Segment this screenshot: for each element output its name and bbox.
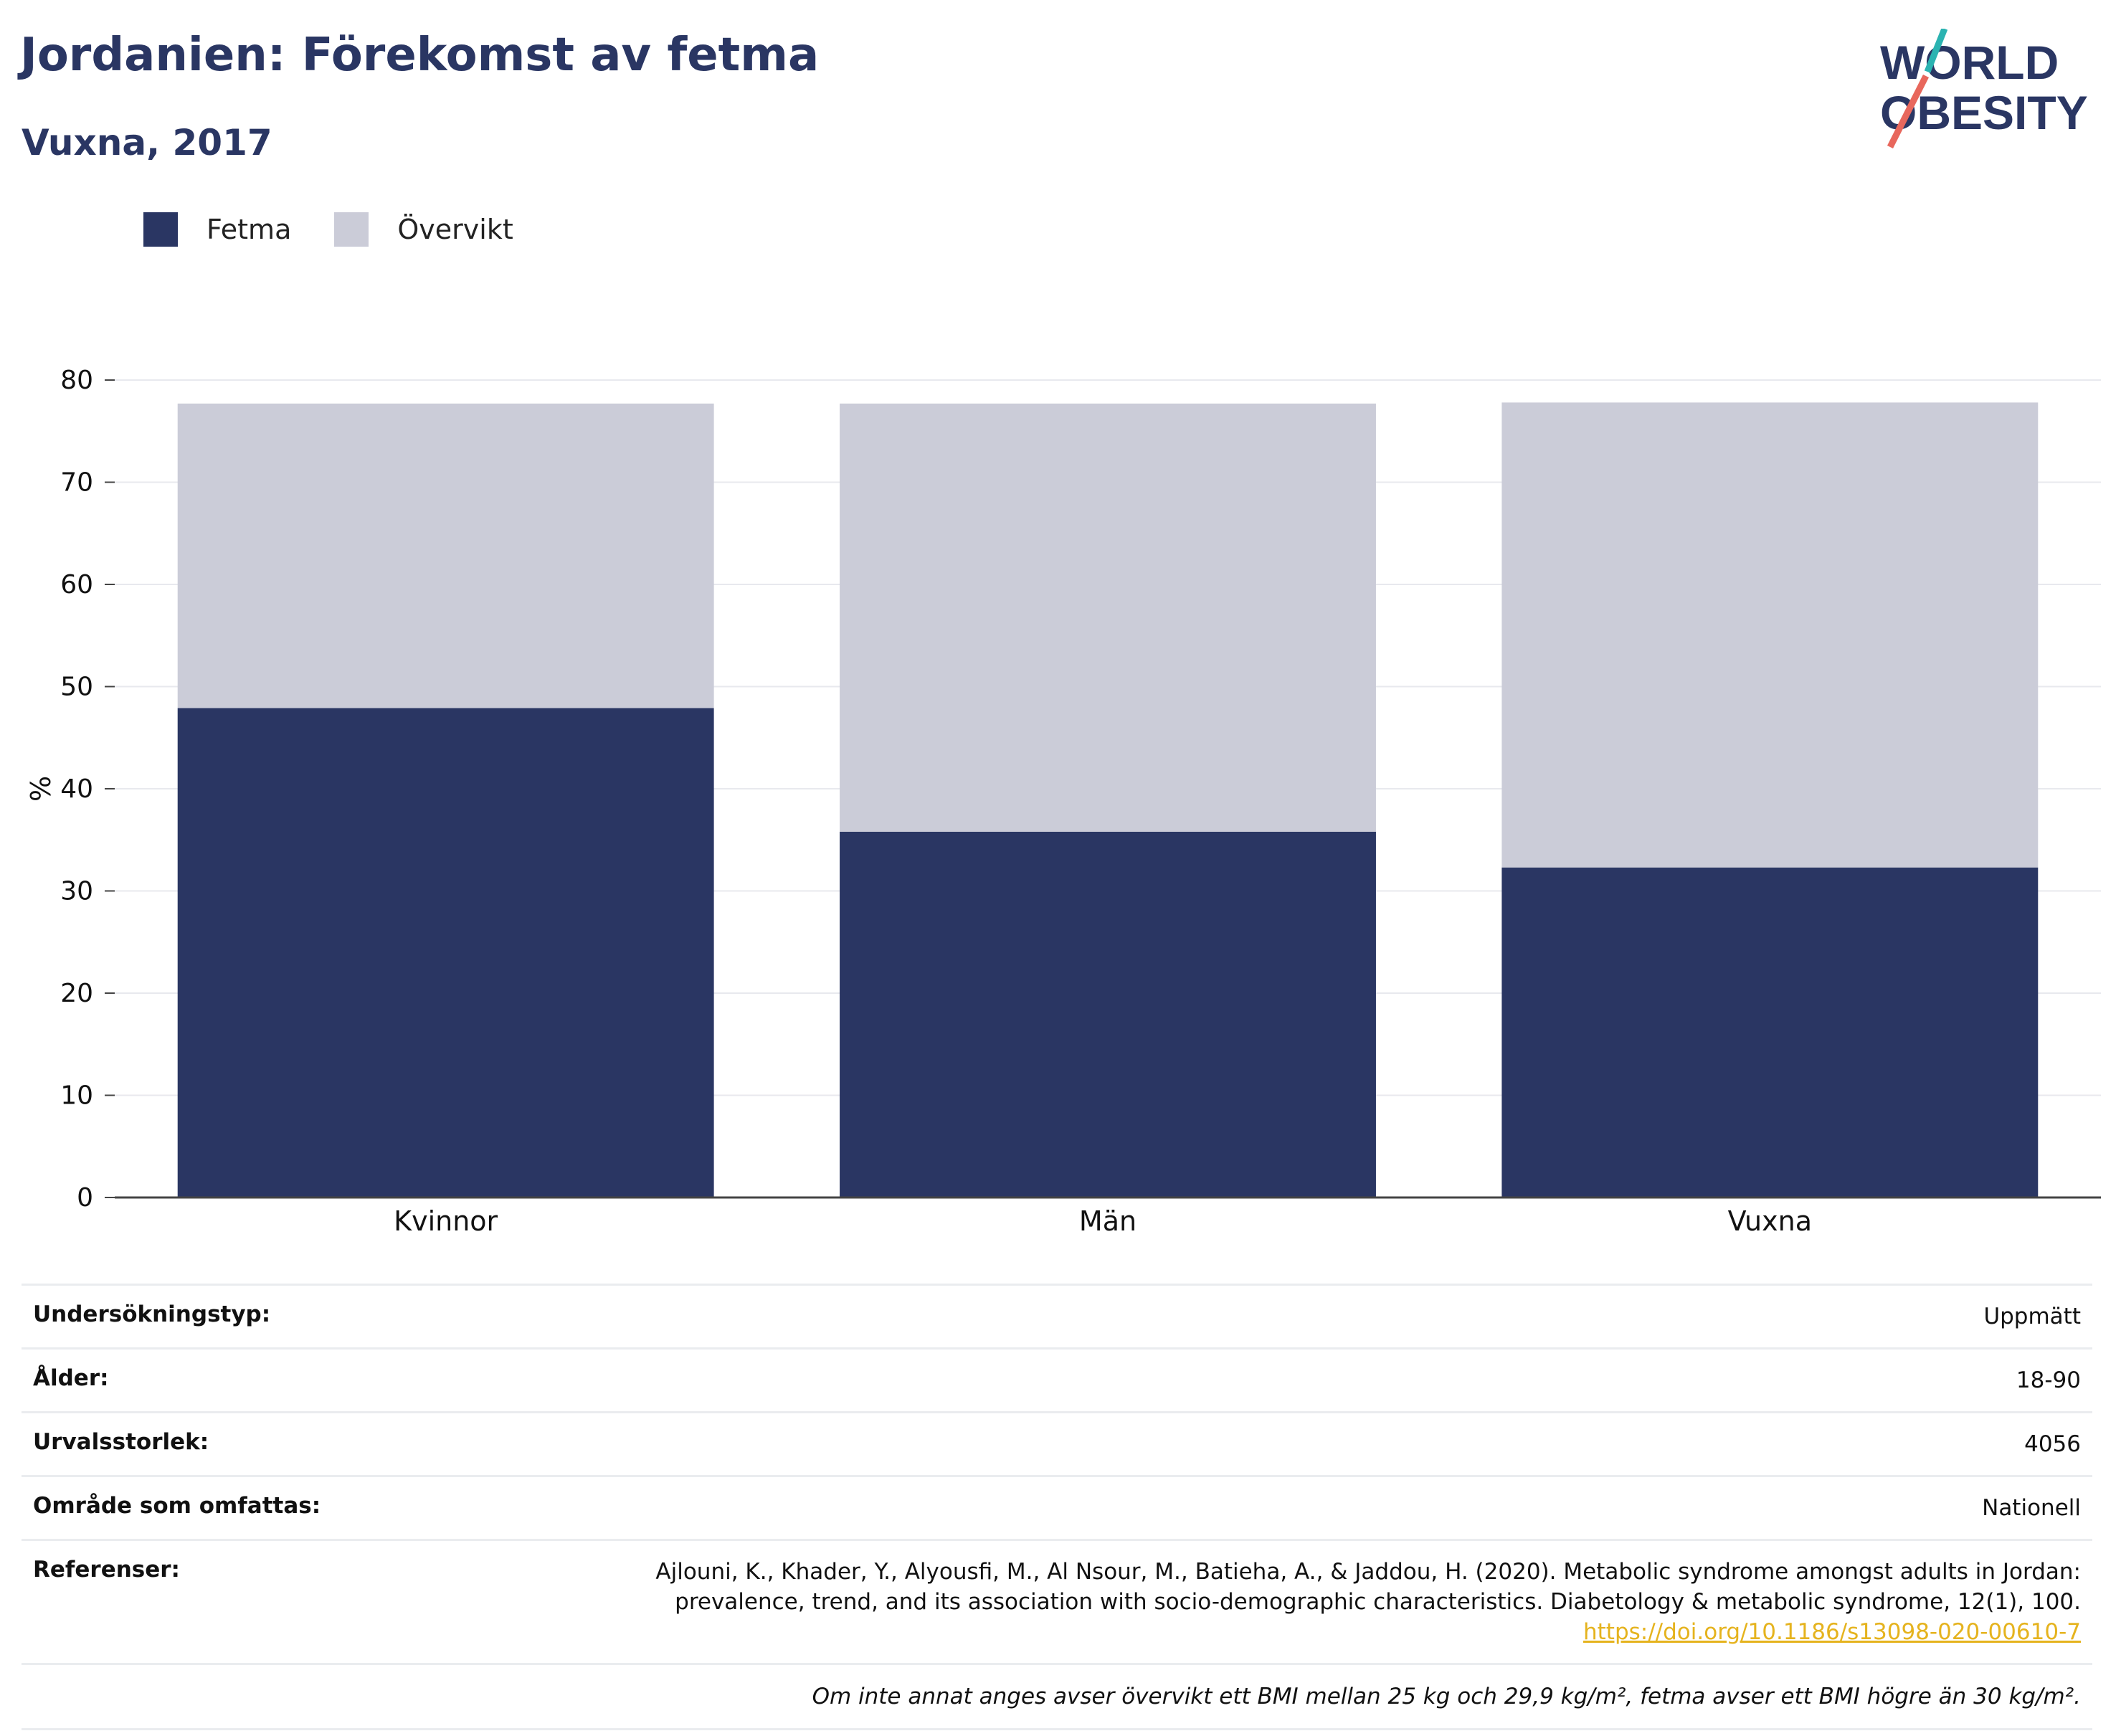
chart-title: Jordanien: Förekomst av fetma xyxy=(20,29,820,82)
y-tick-label: 10 xyxy=(60,1081,93,1111)
references-label: Referenser: xyxy=(33,1557,180,1583)
age-label: Ålder: xyxy=(33,1365,109,1391)
stacked-bar-chart: 0 10 20 30 40 50 60 70 80% Kvinnor Män Vuxna xyxy=(25,366,2101,1237)
info-row-sample-size: Urvalsstorlek: 4056 xyxy=(22,1411,2092,1475)
reference-line-2: prevalence, trend, and its association w… xyxy=(675,1589,2081,1615)
bar-fetma-män xyxy=(840,831,1376,1197)
age-value: 18-90 xyxy=(2016,1367,2081,1393)
logo-word-world: WORLD xyxy=(1880,36,2059,89)
legend-swatch-fetma xyxy=(143,212,178,247)
bar-fetma-kvinnor xyxy=(177,708,714,1197)
logo-slash-red xyxy=(1887,74,1930,149)
bar-overvikt-kvinnor xyxy=(177,403,714,708)
survey-info-table: Undersökningstyp: Uppmätt Ålder: 18-90 U… xyxy=(22,1284,2092,1730)
legend-item-overvikt[interactable]: Övervikt xyxy=(334,212,513,247)
area-value: Nationell xyxy=(1982,1495,2081,1521)
info-row-references: Referenser: Ajlouni, K., Khader, Y., Aly… xyxy=(22,1539,2092,1663)
legend-swatch-overvikt xyxy=(334,212,369,247)
y-tick-label: 30 xyxy=(60,877,93,906)
legend-item-fetma[interactable]: Fetma xyxy=(143,212,291,247)
logo-slash-teal xyxy=(1924,29,1948,73)
info-row-age: Ålder: 18-90 xyxy=(22,1347,2092,1411)
info-row-area: Område som omfattas: Nationell xyxy=(22,1475,2092,1539)
bar-fetma-vuxna xyxy=(1501,867,2039,1197)
x-tick-label: Män xyxy=(1079,1205,1137,1237)
area-label: Område som omfattas: xyxy=(33,1493,321,1519)
y-tick-label: 40 xyxy=(60,774,93,804)
world-obesity-logo: WORLD OBESITY xyxy=(1880,29,2088,149)
survey-type-label: Undersökningstyp: xyxy=(33,1301,271,1327)
legend-label-fetma: Fetma xyxy=(207,214,292,245)
references-value: Ajlouni, K., Khader, Y., Alyousfi, M., A… xyxy=(655,1557,2081,1647)
bar-overvikt-män xyxy=(840,403,1376,832)
bar-overvikt-vuxna xyxy=(1501,402,2039,868)
y-tick-label: 20 xyxy=(60,979,93,1008)
y-tick-label: 60 xyxy=(60,570,93,599)
reference-line-1: Ajlouni, K., Khader, Y., Alyousfi, M., A… xyxy=(655,1559,2081,1585)
y-axis-label: % xyxy=(25,776,57,802)
survey-type-value: Uppmätt xyxy=(1983,1304,2081,1329)
sample-size-label: Urvalsstorlek: xyxy=(33,1429,209,1455)
legend-label-overvikt: Övervikt xyxy=(397,214,513,245)
chart-legend: Fetma Övervikt xyxy=(143,212,556,247)
chart-subtitle: Vuxna, 2017 xyxy=(22,122,272,163)
reference-doi-link[interactable]: https://doi.org/10.1186/s13098-020-00610… xyxy=(1583,1619,2081,1645)
logo-word-obesity: OBESITY xyxy=(1880,86,2088,139)
y-tick-label: 80 xyxy=(60,366,93,395)
y-tick-label: 0 xyxy=(77,1183,93,1213)
info-row-survey-type: Undersökningstyp: Uppmätt xyxy=(22,1284,2092,1347)
sample-size-value: 4056 xyxy=(2024,1431,2081,1457)
y-tick-label: 70 xyxy=(60,468,93,498)
bmi-definition-note: Om inte annat anges avser övervikt ett B… xyxy=(22,1663,2092,1730)
x-tick-label: Vuxna xyxy=(1728,1205,1812,1237)
y-tick-label: 50 xyxy=(60,673,93,702)
x-tick-label: Kvinnor xyxy=(394,1205,498,1237)
